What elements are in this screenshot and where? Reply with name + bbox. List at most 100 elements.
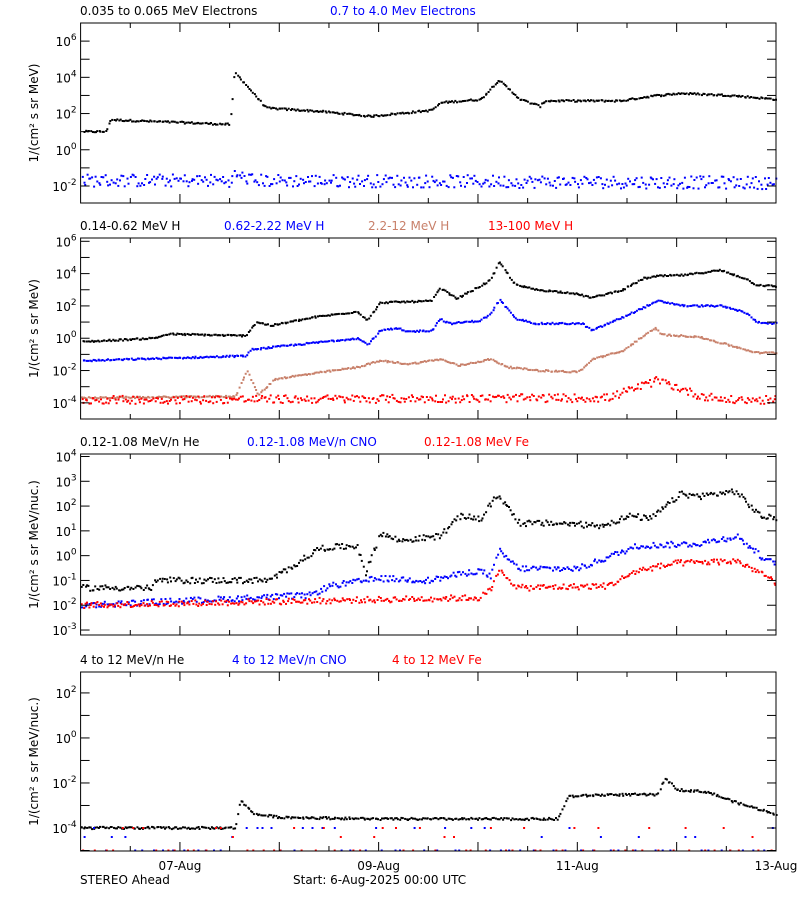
data-point — [99, 130, 102, 133]
data-point — [210, 603, 213, 606]
data-point — [114, 339, 117, 342]
data-point — [643, 334, 646, 337]
y-tick-label: 100 — [56, 142, 77, 158]
data-point — [609, 582, 612, 584]
data-point — [523, 522, 526, 525]
data-point — [274, 323, 276, 326]
data-point — [717, 186, 720, 189]
data-point — [649, 566, 652, 569]
data-point — [366, 570, 368, 573]
data-point — [205, 399, 208, 402]
data-point — [85, 605, 88, 608]
data-point — [680, 388, 683, 391]
data-point — [324, 549, 326, 552]
data-point — [182, 602, 185, 605]
data-point — [299, 559, 302, 562]
data-point — [541, 323, 544, 326]
data-point — [274, 377, 277, 380]
data-point — [261, 322, 264, 325]
data-point — [612, 794, 615, 796]
data-point — [580, 323, 583, 326]
data-point — [479, 395, 482, 397]
data-point — [523, 178, 526, 181]
data-point — [271, 600, 274, 603]
data-point — [157, 826, 160, 828]
data-point — [627, 285, 630, 288]
data-point — [534, 323, 537, 326]
data-point — [304, 599, 307, 602]
data-point — [469, 98, 472, 101]
data-point — [256, 827, 259, 829]
data-point — [539, 106, 542, 109]
data-point — [137, 585, 140, 588]
data-point — [204, 599, 207, 602]
data-point — [631, 793, 633, 795]
data-point — [730, 800, 733, 802]
data-point — [477, 818, 479, 821]
data-point — [767, 284, 770, 287]
data-point — [208, 122, 211, 125]
data-point — [553, 100, 556, 102]
data-point — [555, 398, 558, 401]
data-point — [642, 335, 645, 338]
data-point — [331, 313, 334, 316]
data-point — [287, 107, 290, 110]
data-point — [233, 600, 236, 603]
data-point — [233, 602, 236, 605]
data-point — [236, 581, 239, 584]
data-point — [568, 371, 571, 374]
data-point — [354, 600, 357, 602]
data-point — [302, 109, 305, 112]
legend-entry: 2.2-12 MeV H — [368, 219, 450, 233]
data-point — [332, 174, 335, 177]
data-point — [156, 579, 159, 582]
data-point — [377, 181, 380, 183]
data-point — [311, 592, 314, 595]
data-point — [694, 335, 697, 338]
data-point — [103, 600, 106, 603]
data-point — [284, 394, 287, 397]
data-point — [723, 396, 726, 399]
data-point — [764, 351, 767, 354]
data-point — [419, 580, 422, 582]
data-point — [620, 290, 623, 292]
data-point — [272, 598, 275, 601]
data-point — [625, 347, 628, 350]
data-point — [138, 401, 141, 404]
data-point — [750, 182, 753, 185]
data-point — [518, 395, 521, 397]
data-point — [471, 177, 473, 180]
data-point — [560, 99, 563, 102]
data-point — [564, 522, 567, 525]
data-point — [100, 176, 103, 178]
data-point — [306, 395, 309, 398]
data-point — [368, 576, 371, 579]
data-point — [150, 357, 152, 360]
data-point — [228, 355, 231, 358]
data-point — [495, 395, 498, 398]
data-point — [261, 389, 264, 392]
data-point — [725, 401, 728, 403]
data-point — [404, 539, 406, 542]
data-point — [586, 583, 589, 586]
data-point — [771, 285, 774, 288]
data-point — [414, 111, 417, 114]
data-point — [693, 562, 696, 564]
data-point — [253, 93, 256, 96]
data-point — [101, 396, 104, 399]
data-point — [121, 588, 123, 591]
data-point — [422, 534, 425, 537]
data-point — [417, 398, 420, 401]
data-point — [382, 394, 385, 397]
data-point — [738, 276, 741, 279]
data-point — [133, 358, 136, 361]
data-point — [279, 176, 282, 179]
data-point — [392, 183, 395, 186]
data-point — [717, 561, 720, 564]
data-point — [769, 558, 772, 561]
data-point — [493, 360, 496, 363]
data-point — [718, 186, 721, 189]
data-point — [272, 379, 275, 382]
data-point — [437, 598, 440, 601]
data-point — [384, 598, 387, 601]
